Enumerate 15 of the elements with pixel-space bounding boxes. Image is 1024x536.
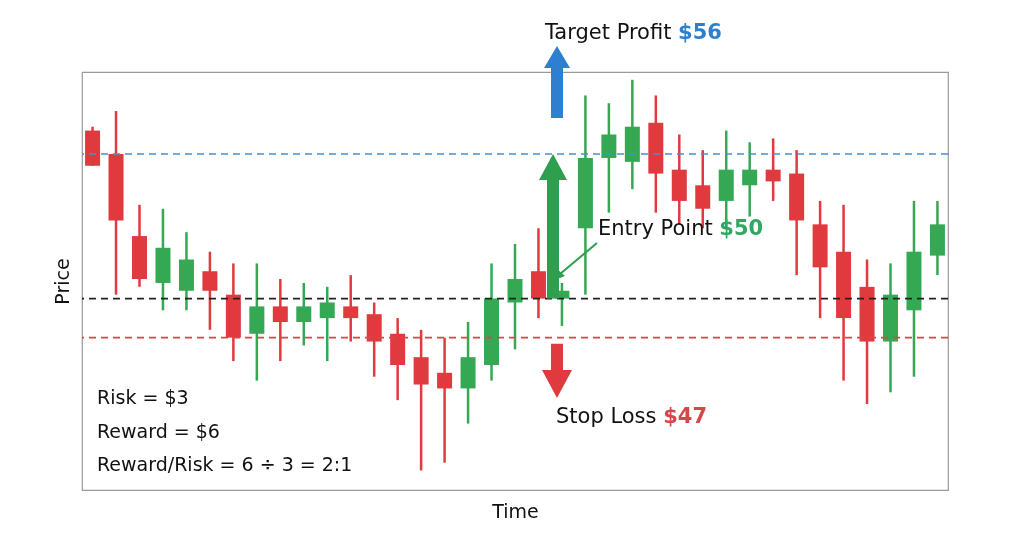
candlestick [507, 242, 523, 351]
annotation: Reward/Risk = 6 ÷ 3 = 2:1 [97, 453, 353, 475]
y-axis-title: Price [50, 258, 73, 305]
annotation: Risk = $3 [97, 386, 189, 408]
annotation: Reward = $6 [97, 419, 220, 442]
annotation: Stop Loss $47 [556, 404, 707, 428]
candlestick [319, 285, 335, 363]
candlestick [601, 102, 617, 214]
candlestick [742, 141, 758, 218]
candlestick [765, 137, 781, 203]
text: Target Profit $56 [544, 20, 722, 44]
annotation: Entry Point $50 [598, 216, 764, 240]
candlestick [202, 250, 218, 332]
x-axis-title: Time [491, 499, 539, 522]
candlestick [296, 281, 312, 347]
